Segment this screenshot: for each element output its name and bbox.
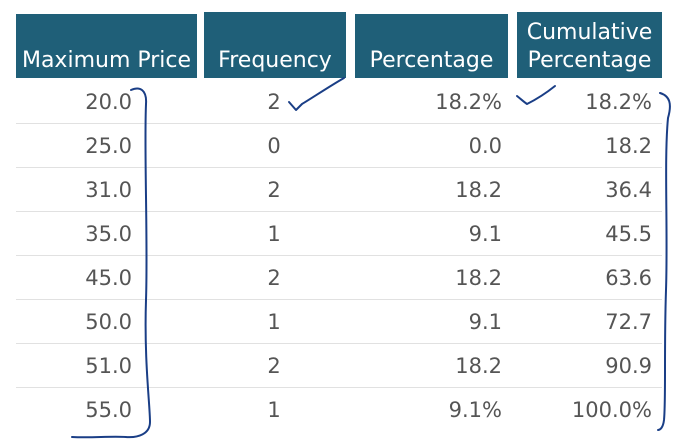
frequency-cell: 2 <box>267 90 281 114</box>
percentage-cell: 9.1 <box>468 310 502 334</box>
frequency-cell: 1 <box>267 398 281 422</box>
percentage-cell: 9.1% <box>448 398 502 422</box>
percentage-cell: 9.1 <box>468 222 502 246</box>
percentage-cell: 18.2 <box>455 266 502 290</box>
table-row: 20.0 2 18.2% 18.2% <box>16 80 662 124</box>
header-cumulative-percentage: Cumulative Percentage <box>517 12 662 78</box>
cumulative-cell: 72.7 <box>605 310 652 334</box>
max-price-cell: 20.0 <box>85 90 132 114</box>
cumulative-cell: 63.6 <box>605 266 652 290</box>
max-price-cell: 50.0 <box>85 310 132 334</box>
cumulative-cell: 100.0% <box>571 398 652 422</box>
header-frequency-label: Frequency <box>218 48 332 73</box>
percentage-cell: 18.2 <box>455 178 502 202</box>
percentage-cell: 0.0 <box>468 134 502 158</box>
frequency-cell: 2 <box>267 354 281 378</box>
cumulative-cell: 18.2 <box>605 134 652 158</box>
header-frequency: Frequency <box>204 12 346 78</box>
header-cumulative-label-line1: Cumulative <box>526 20 653 45</box>
table-row: 55.0 1 9.1% 100.0% <box>16 388 662 432</box>
table-body: 20.0 2 18.2% 18.2% 25.0 0 0.0 18.2 31.0 … <box>16 80 662 432</box>
max-price-cell: 35.0 <box>85 222 132 246</box>
frequency-cell: 2 <box>267 178 281 202</box>
max-price-cell: 45.0 <box>85 266 132 290</box>
cumulative-cell: 36.4 <box>605 178 652 202</box>
percentage-cell: 18.2% <box>435 90 502 114</box>
table-row: 31.0 2 18.2 36.4 <box>16 168 662 212</box>
frequency-cell: 2 <box>267 266 281 290</box>
header-percentage: Percentage <box>355 14 508 78</box>
table-row: 25.0 0 0.0 18.2 <box>16 124 662 168</box>
max-price-cell: 55.0 <box>85 398 132 422</box>
max-price-cell: 51.0 <box>85 354 132 378</box>
frequency-cell: 1 <box>267 310 281 334</box>
table-row: 51.0 2 18.2 90.9 <box>16 344 662 388</box>
max-price-cell: 25.0 <box>85 134 132 158</box>
table-row: 35.0 1 9.1 45.5 <box>16 212 662 256</box>
cumulative-cell: 90.9 <box>605 354 652 378</box>
frequency-cell: 1 <box>267 222 281 246</box>
frequency-cell: 0 <box>267 134 281 158</box>
header-maximum-price: Maximum Price <box>16 14 197 78</box>
cumulative-cell: 45.5 <box>605 222 652 246</box>
header-percentage-label: Percentage <box>369 48 494 73</box>
table-row: 50.0 1 9.1 72.7 <box>16 300 662 344</box>
header-cumulative-label-line2: Percentage <box>527 48 652 73</box>
cumulative-cell: 18.2% <box>585 90 652 114</box>
table-row: 45.0 2 18.2 63.6 <box>16 256 662 300</box>
header-maximum-price-label: Maximum Price <box>21 48 192 73</box>
max-price-cell: 31.0 <box>85 178 132 202</box>
percentage-cell: 18.2 <box>455 354 502 378</box>
